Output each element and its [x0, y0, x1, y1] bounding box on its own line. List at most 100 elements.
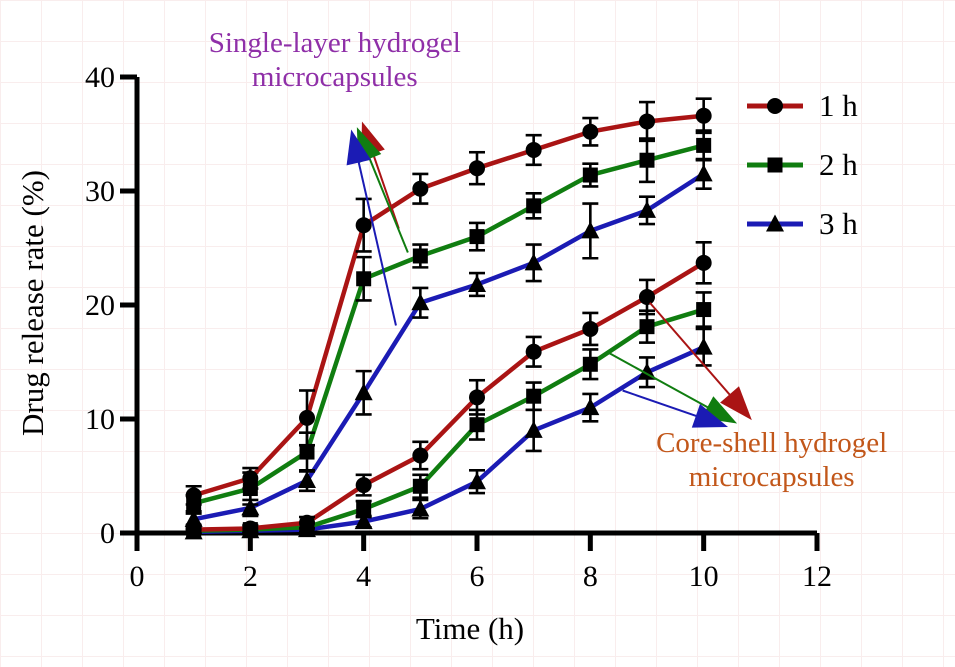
y-tick-label: 0 — [100, 517, 115, 550]
x-tick-label: 0 — [130, 560, 145, 593]
marker-circle-icon — [185, 487, 202, 504]
legend: 1 h 2 h 3 h — [746, 76, 858, 253]
annotation-single-layer: Single-layer hydrogel microcapsules — [209, 27, 461, 95]
annotation-arrows-single-layer — [346, 121, 409, 326]
legend-item-2h: 2 h — [746, 135, 858, 194]
series-0-1h — [185, 97, 712, 506]
marker-triangle-icon — [766, 214, 784, 231]
marker-square-icon — [412, 478, 428, 494]
marker-triangle-icon — [524, 253, 543, 271]
annotation-arrowhead-icon — [691, 404, 729, 428]
marker-triangle-icon — [411, 293, 430, 311]
marker-circle-icon — [355, 477, 372, 494]
annotation-arrows-core-shell — [606, 302, 752, 428]
legend-swatch-circle-icon — [747, 97, 803, 114]
annotation-arrow-line — [370, 147, 400, 229]
marker-circle-icon — [639, 289, 655, 306]
legend-item-3h: 3 h — [746, 194, 858, 253]
marker-circle-icon — [299, 409, 315, 426]
annotation-core-shell-line2: microcapsules — [688, 460, 855, 493]
marker-triangle-icon — [354, 512, 373, 530]
x-tick-label: 12 — [802, 560, 832, 593]
tick-labels: 0 10 20 30 40 0 2 4 6 8 10 12 — [85, 61, 832, 593]
x-tick-label: 2 — [243, 560, 258, 593]
marker-triangle-icon — [184, 509, 203, 527]
y-tick-label: 30 — [85, 175, 115, 208]
marker-circle-icon — [695, 254, 712, 271]
annotation-arrow-line — [366, 152, 409, 253]
marker-triangle-icon — [524, 420, 543, 438]
marker-square-icon — [299, 444, 315, 460]
y-axis-title: Drug release rate (%) — [15, 170, 50, 436]
legend-item-1h: 1 h — [746, 76, 858, 135]
annotation-single-layer-line2: microcapsules — [251, 61, 418, 94]
marker-circle-icon — [412, 180, 429, 197]
annotation-arrowhead-icon — [720, 386, 752, 421]
marker-circle-icon — [355, 217, 372, 234]
x-tick-label: 8 — [583, 560, 598, 593]
legend-label-2h: 2 h — [819, 146, 858, 182]
error-bars — [185, 241, 712, 535]
marker-square-icon — [696, 302, 712, 318]
marker-circle-icon — [582, 123, 599, 140]
annotation-core-shell-line1: Core-shell hydrogel — [656, 426, 888, 459]
marker-triangle-icon — [581, 221, 600, 239]
marker-circle-icon — [695, 107, 712, 124]
marker-square-icon — [582, 167, 598, 183]
marker-circle-icon — [299, 514, 315, 531]
annotation-core-shell: Core-shell hydrogel microcapsules — [656, 427, 887, 495]
x-tick-label: 10 — [689, 560, 719, 593]
y-tick-label: 10 — [85, 403, 115, 436]
legend-swatch-triangle-icon — [747, 214, 803, 231]
marker-square-icon — [526, 388, 542, 404]
marker-circle-icon — [469, 160, 485, 177]
marker-triangle-icon — [354, 383, 373, 401]
annotation-arrow-line — [606, 350, 714, 411]
series-line — [193, 172, 705, 522]
marker-square-icon — [469, 417, 485, 433]
marker-circle-icon — [639, 113, 655, 130]
y-tick-label: 40 — [85, 61, 115, 94]
annotation-arrow-line — [649, 302, 735, 400]
series-2-3h — [184, 157, 713, 527]
error-bars — [185, 97, 712, 506]
series-line — [193, 113, 704, 498]
legend-swatch-square-icon — [747, 157, 803, 172]
marker-triangle-icon — [411, 499, 430, 517]
marker-triangle-icon — [241, 498, 260, 516]
legend-label-1h: 1 h — [819, 87, 858, 123]
marker-square-icon — [412, 248, 428, 264]
marker-square-icon — [582, 356, 598, 372]
marker-triangle-icon — [638, 200, 656, 218]
marker-square-icon — [696, 137, 712, 153]
marker-circle-icon — [185, 521, 202, 538]
marker-circle-icon — [412, 447, 429, 464]
marker-square-icon — [639, 319, 655, 335]
series-line — [193, 345, 705, 535]
marker-circle-icon — [242, 470, 259, 487]
marker-circle-icon — [469, 389, 485, 406]
marker-square-icon — [767, 157, 783, 172]
marker-triangle-icon — [694, 164, 713, 182]
marker-square-icon — [639, 152, 655, 168]
marker-circle-icon — [582, 320, 599, 337]
series-line — [193, 143, 705, 506]
series-1-2h — [185, 129, 712, 513]
series-3-1h — [185, 241, 712, 538]
marker-triangle-icon — [468, 274, 486, 292]
series-5-3h — [184, 327, 713, 540]
annotation-single-layer-line1: Single-layer hydrogel — [208, 27, 461, 60]
marker-circle-icon — [767, 97, 783, 114]
x-tick-label: 6 — [470, 560, 485, 593]
marker-circle-icon — [525, 343, 542, 360]
marker-circle-icon — [525, 141, 542, 158]
marker-square-icon — [356, 501, 372, 517]
marker-circle-icon — [242, 520, 259, 537]
marker-triangle-icon — [694, 337, 713, 355]
marker-square-icon — [469, 229, 485, 245]
series-line — [193, 307, 705, 533]
marker-square-icon — [356, 271, 372, 287]
marker-triangle-icon — [468, 472, 486, 490]
